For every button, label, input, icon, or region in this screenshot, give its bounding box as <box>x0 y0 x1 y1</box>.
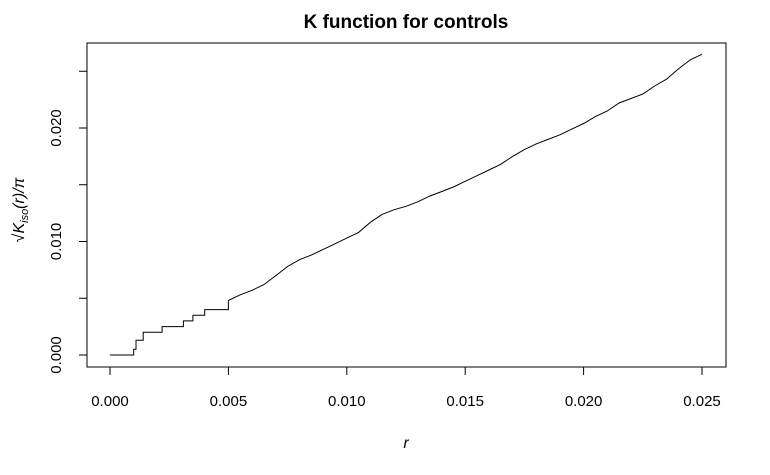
x-tick-label: 0.005 <box>210 393 248 410</box>
y-axis-label-sub: iso <box>19 209 31 223</box>
chart-title: K function for controls <box>304 12 509 33</box>
plot-frame <box>86 42 727 368</box>
y-tick-label: 0.020 <box>48 109 65 147</box>
x-axis: 0.000 0.005 0.010 0.015 0.020 0.025 <box>91 366 721 410</box>
x-axis-label: r <box>403 435 409 452</box>
y-axis-label-radical: √ <box>11 233 28 242</box>
x-tick-label: 0.010 <box>328 393 366 410</box>
y-axis-label: √Kiso(r)/π <box>11 177 31 242</box>
k-function-line <box>110 53 703 356</box>
y-tick-label: 0.010 <box>48 223 65 261</box>
y-axis: 0.000 0.010 0.020 <box>48 70 88 374</box>
x-tick-label: 0.000 <box>91 393 129 410</box>
y-axis-label-rest: (r)/π <box>11 177 28 208</box>
y-axis-label-main: K <box>11 222 28 234</box>
y-tick-label: 0.000 <box>48 336 65 374</box>
x-tick-label: 0.020 <box>565 393 603 410</box>
x-tick-label: 0.025 <box>683 393 721 410</box>
x-tick-label: 0.015 <box>446 393 484 410</box>
